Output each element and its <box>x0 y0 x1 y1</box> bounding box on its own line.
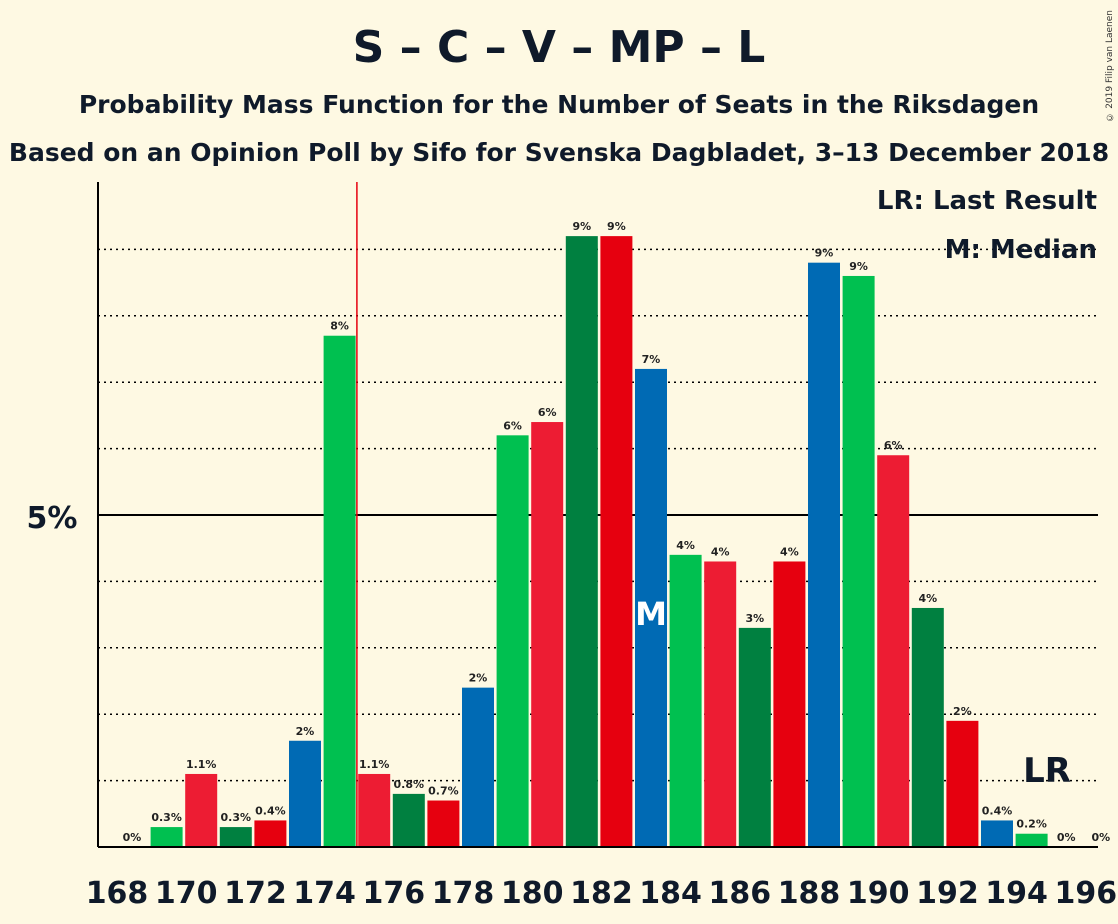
value-label-seat-190: 6% <box>884 439 903 452</box>
bar-seat-194 <box>1015 833 1048 847</box>
value-label-seat-181: 9% <box>572 220 591 233</box>
bar-seat-170 <box>185 773 218 847</box>
value-label-seat-175: 1.1% <box>359 758 390 771</box>
value-label-seat-184: 4% <box>676 539 695 552</box>
x-tick-label-180: 180 <box>501 876 564 911</box>
x-tick-label-178: 178 <box>432 876 495 911</box>
bar-seat-186 <box>738 627 771 847</box>
x-tick-label-190: 190 <box>847 876 910 911</box>
value-label-seat-168: 0% <box>123 831 142 844</box>
bar-seat-178 <box>462 687 494 847</box>
value-label-seat-178: 2% <box>469 672 488 685</box>
x-tick-label-196: 196 <box>1054 876 1117 911</box>
bar-seat-184 <box>669 554 702 847</box>
x-tick-label-194: 194 <box>985 876 1048 911</box>
value-label-seat-185: 4% <box>711 545 730 558</box>
value-label-seat-191: 4% <box>918 592 937 605</box>
value-label-seat-179: 6% <box>503 419 522 432</box>
value-label-seat-170: 1.1% <box>186 758 217 771</box>
last-result-marker: LR <box>1023 751 1071 791</box>
value-label-seat-193: 0.4% <box>982 804 1013 817</box>
chart-subtitle-2: Based on an Opinion Poll by Sifo for Sve… <box>8 138 1110 167</box>
bar-seat-181 <box>565 236 598 847</box>
bar-seat-188 <box>808 262 840 847</box>
bar-seat-185 <box>704 561 737 847</box>
x-tick-label-192: 192 <box>916 876 979 911</box>
value-label-seat-172: 0.4% <box>255 804 286 817</box>
median-marker: M <box>635 595 667 633</box>
x-tick-label-176: 176 <box>362 876 425 911</box>
value-label-seat-189: 9% <box>849 260 868 273</box>
value-label-seat-192: 2% <box>953 705 972 718</box>
bar-seat-182 <box>600 236 633 847</box>
x-tick-label-182: 182 <box>570 876 633 911</box>
value-label-seat-174: 8% <box>330 320 349 333</box>
value-label-seat-187: 4% <box>780 545 799 558</box>
value-label-seat-196: 0% <box>1091 831 1110 844</box>
value-label-seat-188: 9% <box>815 247 834 260</box>
bar-seat-183 <box>635 368 667 847</box>
x-tick-label-174: 174 <box>293 876 356 911</box>
value-label-seat-194: 0.2% <box>1016 818 1047 831</box>
value-label-seat-180: 6% <box>538 406 557 419</box>
value-label-seat-171: 0.3% <box>221 811 252 824</box>
bars <box>150 236 1048 848</box>
x-tick-label-170: 170 <box>155 876 218 911</box>
value-label-seat-177: 0.7% <box>428 785 459 798</box>
x-tick-label-186: 186 <box>708 876 771 911</box>
bar-seat-174 <box>323 335 356 847</box>
value-label-seat-195: 0% <box>1057 831 1076 844</box>
value-label-seat-173: 2% <box>296 725 315 738</box>
bar-seat-176 <box>392 793 425 847</box>
bar-seat-189 <box>842 275 875 848</box>
bar-seat-191 <box>911 607 944 847</box>
value-label-seat-186: 3% <box>745 612 764 625</box>
bar-seat-193 <box>981 820 1013 847</box>
gridlines <box>98 248 1098 782</box>
bar-seat-173 <box>289 740 321 847</box>
x-tick-label-184: 184 <box>639 876 702 911</box>
bar-seat-175 <box>358 773 391 847</box>
bar-seat-187 <box>773 561 806 847</box>
bar-seat-171 <box>219 827 252 847</box>
legend-median: M: Median <box>945 235 1097 265</box>
value-label-seat-183: 7% <box>642 353 661 366</box>
y-tick-label-5pct: 5% <box>27 501 78 536</box>
value-labels: 0%0.3%1.1%0.3%0.4%2%8%1.1%0.8%0.7%2%6%6%… <box>123 220 1110 844</box>
bar-seat-180 <box>531 422 564 847</box>
x-tick-label-172: 172 <box>224 876 287 911</box>
value-label-seat-169: 0.3% <box>151 811 182 824</box>
value-label-seat-176: 0.8% <box>394 778 425 791</box>
legend-last-result: LR: Last Result <box>877 186 1097 216</box>
value-label-seat-182: 9% <box>607 220 626 233</box>
chart-title: S – C – V – MP – L <box>352 22 766 73</box>
bar-seat-177 <box>427 800 460 847</box>
bar-seat-179 <box>496 435 529 847</box>
bar-seat-190 <box>877 455 910 847</box>
bar-seat-192 <box>946 720 979 847</box>
bar-seat-172 <box>254 820 287 847</box>
x-tick-label-188: 188 <box>778 876 841 911</box>
bar-seat-169 <box>150 827 183 847</box>
x-tick-label-168: 168 <box>86 876 149 911</box>
chart-subtitle-1: Probability Mass Function for the Number… <box>78 90 1040 119</box>
